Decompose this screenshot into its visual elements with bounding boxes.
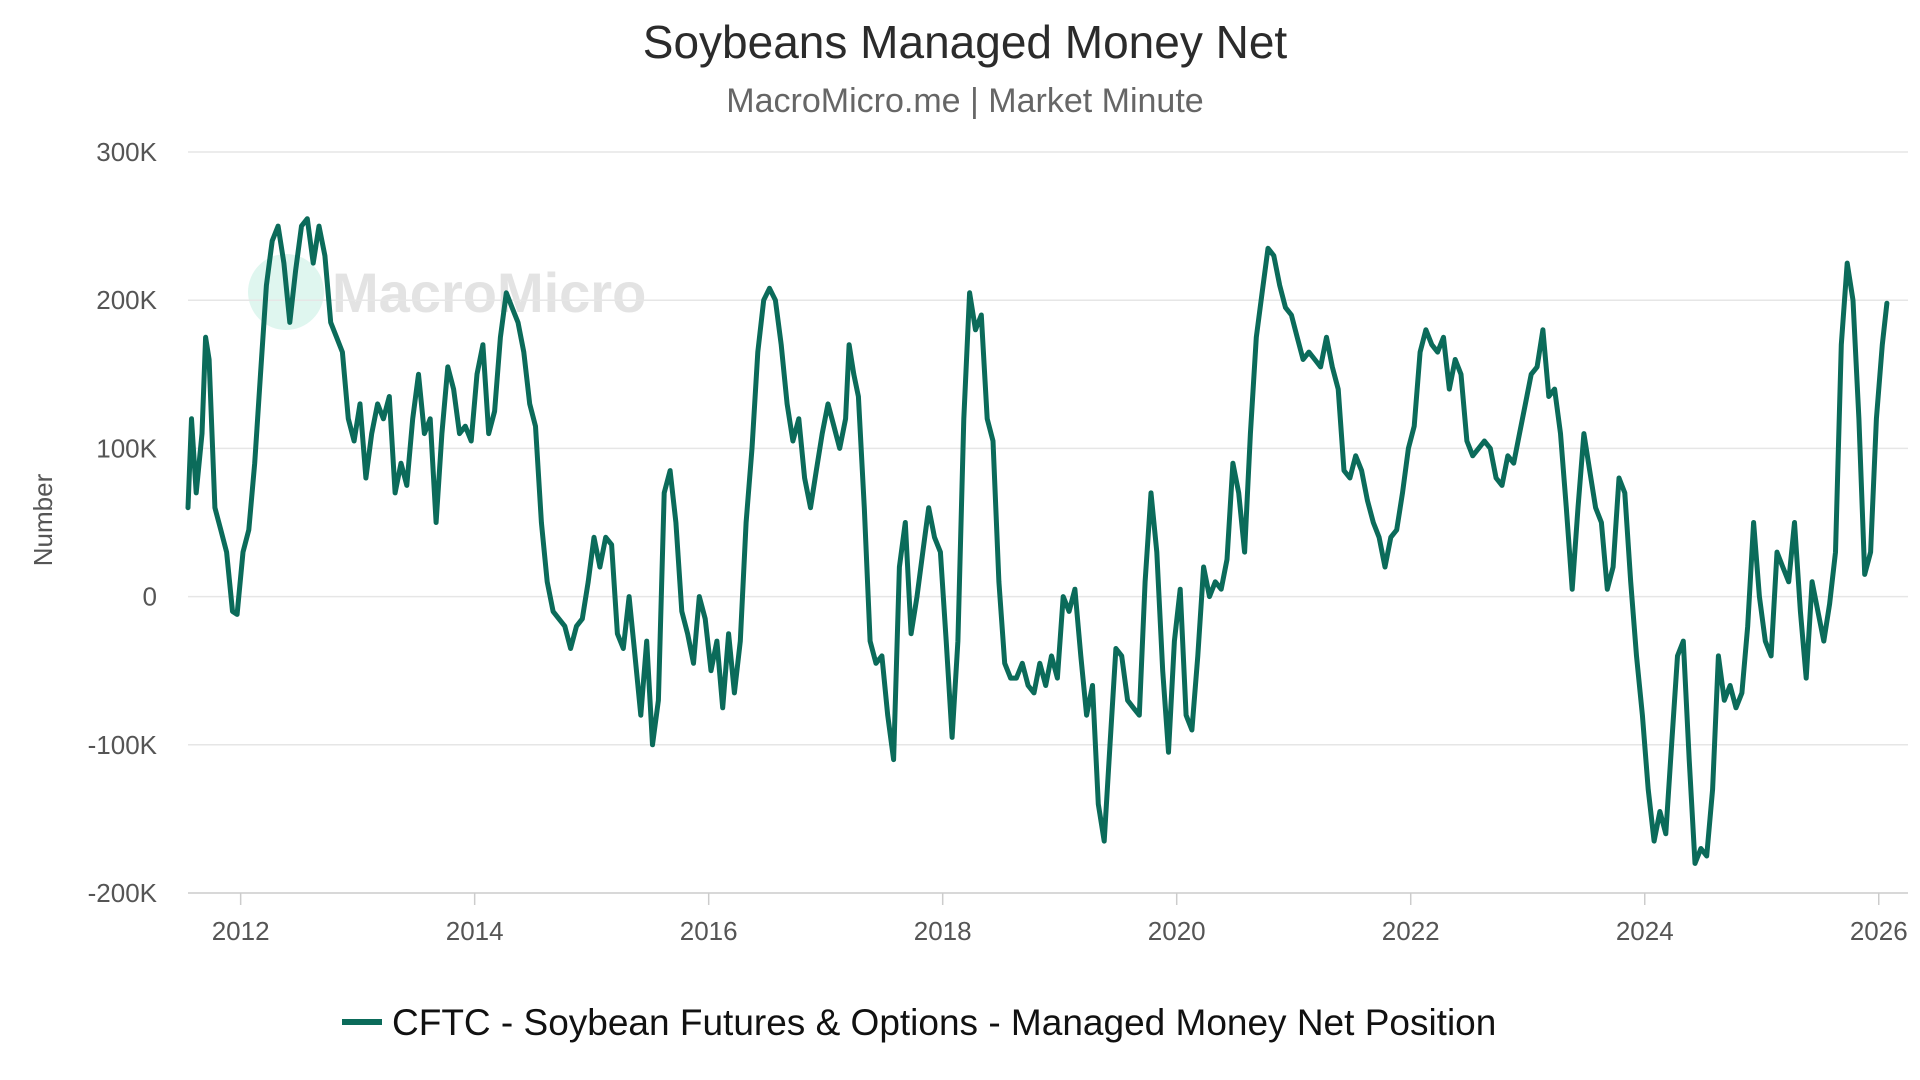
y-tick-label: 0 (143, 582, 157, 612)
x-axis-ticks: 2012 2014 2016 2018 2020 2022 2024 2026 (212, 893, 1908, 946)
series-layer (185, 216, 1890, 866)
y-tick-label: -100K (88, 730, 158, 760)
x-tick-label: 2012 (212, 916, 270, 946)
chart-subtitle: MacroMicro.me | Market Minute (726, 82, 1203, 120)
y-tick-label: 300K (96, 137, 157, 167)
x-tick-label: 2026 (1850, 916, 1908, 946)
legend[interactable]: CFTC - Soybean Futures & Options - Manag… (342, 1002, 1496, 1043)
x-tick-label: 2024 (1616, 916, 1674, 946)
y-axis-ticks: 300K 200K 100K 0 -100K -200K (88, 137, 158, 908)
chart-title: Soybeans Managed Money Net (643, 16, 1288, 68)
x-tick-label: 2018 (914, 916, 972, 946)
watermark-text: MacroMicro (332, 261, 646, 324)
y-axis-label: Number (28, 473, 58, 566)
x-tick-label: 2016 (680, 916, 738, 946)
x-tick-label: 2022 (1382, 916, 1440, 946)
grid-lines (188, 151, 1908, 894)
y-tick-label: -200K (88, 878, 158, 908)
series-line-0[interactable] (185, 216, 1890, 866)
y-tick-label: 200K (96, 285, 157, 315)
y-tick-label: 100K (96, 433, 157, 463)
watermark: MacroMicro (248, 254, 646, 330)
x-tick-label: 2014 (446, 916, 504, 946)
x-tick-label: 2020 (1148, 916, 1206, 946)
legend-label[interactable]: CFTC - Soybean Futures & Options - Manag… (392, 1002, 1496, 1043)
